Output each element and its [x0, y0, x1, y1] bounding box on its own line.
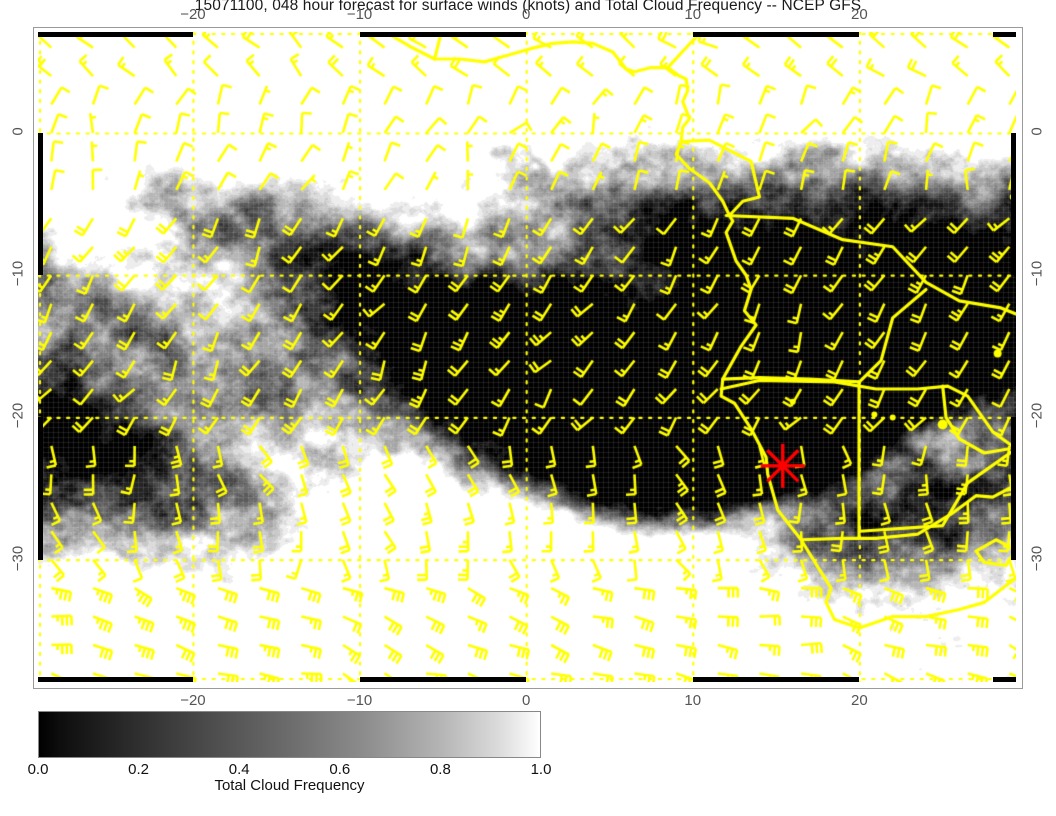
- colorbar-tick-0.0: 0.0: [27, 761, 49, 778]
- colorbar-tick-0.8: 0.8: [429, 761, 451, 778]
- y-tick-right--10: −10: [1028, 260, 1046, 287]
- map-border-band-horizontal: [992, 32, 1016, 37]
- figure-title: 15071100, 048 hour forecast for surface …: [194, 0, 862, 14]
- map-border-band-horizontal: [692, 677, 860, 682]
- y-tick-left--20: −20: [9, 403, 27, 429]
- map-border-band-horizontal: [992, 677, 1016, 682]
- map-border-band-vertical: [1011, 417, 1016, 560]
- x-tick-bottom--20: −20: [180, 692, 206, 709]
- map-border-band-horizontal: [692, 32, 860, 37]
- y-tick-left--30: −30: [9, 545, 27, 571]
- x-tick-top-10: 10: [684, 6, 702, 23]
- y-tick-left-0: 0: [9, 127, 27, 136]
- x-tick-top-0: 0: [521, 6, 531, 23]
- colorbar-caption: Total Cloud Frequency: [214, 777, 365, 794]
- x-tick-bottom-20: 20: [851, 692, 868, 709]
- x-tick-top--10: −10: [346, 6, 373, 23]
- x-tick-bottom-0: 0: [521, 692, 531, 709]
- map-border-band-horizontal: [38, 677, 193, 682]
- map-border-band-horizontal: [359, 32, 527, 37]
- colorbar-tick-0.4: 0.4: [228, 761, 250, 778]
- map-plot-area[interactable]: [33, 27, 1023, 689]
- colorbar-tick-0.2: 0.2: [128, 761, 150, 778]
- wind-barb-overlay-canvas: [38, 32, 1016, 682]
- colorbar[interactable]: [38, 711, 541, 758]
- x-tick-bottom--10: −10: [346, 692, 373, 709]
- plot-frame: [33, 27, 1023, 689]
- y-tick-right--30: −30: [1028, 545, 1046, 571]
- x-tick-top-20: 20: [851, 6, 868, 23]
- colorbar-tick-0.6: 0.6: [329, 761, 351, 778]
- map-border-band-vertical: [38, 417, 43, 560]
- map-border-band-horizontal: [359, 677, 527, 682]
- map-border-band-vertical: [1011, 132, 1016, 276]
- colorbar-gradient: [38, 711, 541, 758]
- map-border-band-horizontal: [38, 32, 193, 37]
- x-tick-bottom-10: 10: [684, 692, 702, 709]
- y-tick-left--10: −10: [9, 260, 27, 287]
- map-border-band-vertical: [38, 132, 43, 276]
- map-viewport[interactable]: [38, 32, 1016, 682]
- y-tick-right--20: −20: [1028, 403, 1046, 429]
- y-tick-right-0: 0: [1028, 127, 1046, 136]
- colorbar-tick-1.0: 1.0: [530, 761, 552, 778]
- x-tick-top--20: −20: [180, 6, 206, 23]
